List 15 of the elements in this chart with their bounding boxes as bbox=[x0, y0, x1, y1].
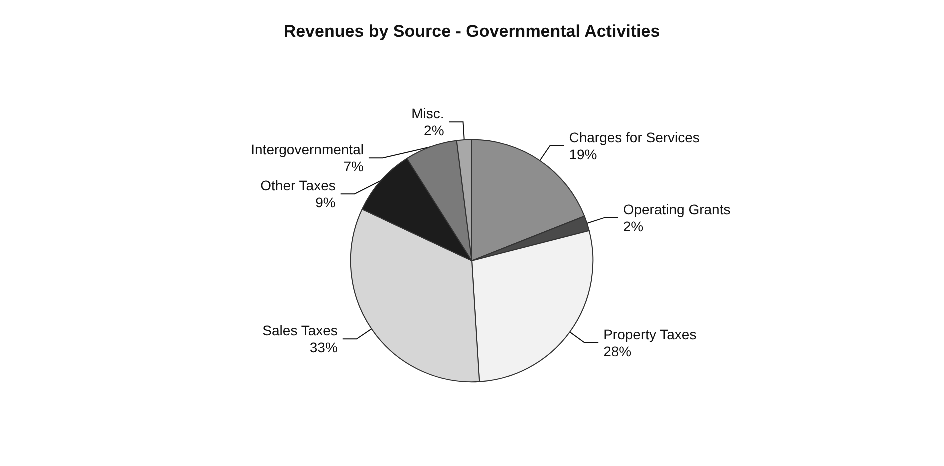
data-label: 33% bbox=[310, 340, 338, 356]
data-label: 2% bbox=[424, 122, 444, 139]
slice-label: Sales Taxes bbox=[262, 322, 338, 339]
data-label: 19% bbox=[569, 146, 598, 162]
data-label: 2% bbox=[623, 218, 644, 234]
slice-label: Operating Grants bbox=[623, 201, 731, 218]
slice-label: Charges for Services bbox=[569, 129, 700, 146]
data-label: 7% bbox=[344, 158, 364, 175]
data-label: 28% bbox=[604, 343, 632, 360]
slice-label: Intergovernmental bbox=[251, 142, 364, 158]
slice-label: Other Taxes bbox=[260, 178, 336, 194]
data-label: 9% bbox=[316, 194, 336, 211]
chart-title: Revenues by Source - Governmental Activities bbox=[284, 22, 660, 41]
slice-label: Property Taxes bbox=[604, 326, 697, 342]
slice-label: Misc. bbox=[412, 106, 444, 122]
